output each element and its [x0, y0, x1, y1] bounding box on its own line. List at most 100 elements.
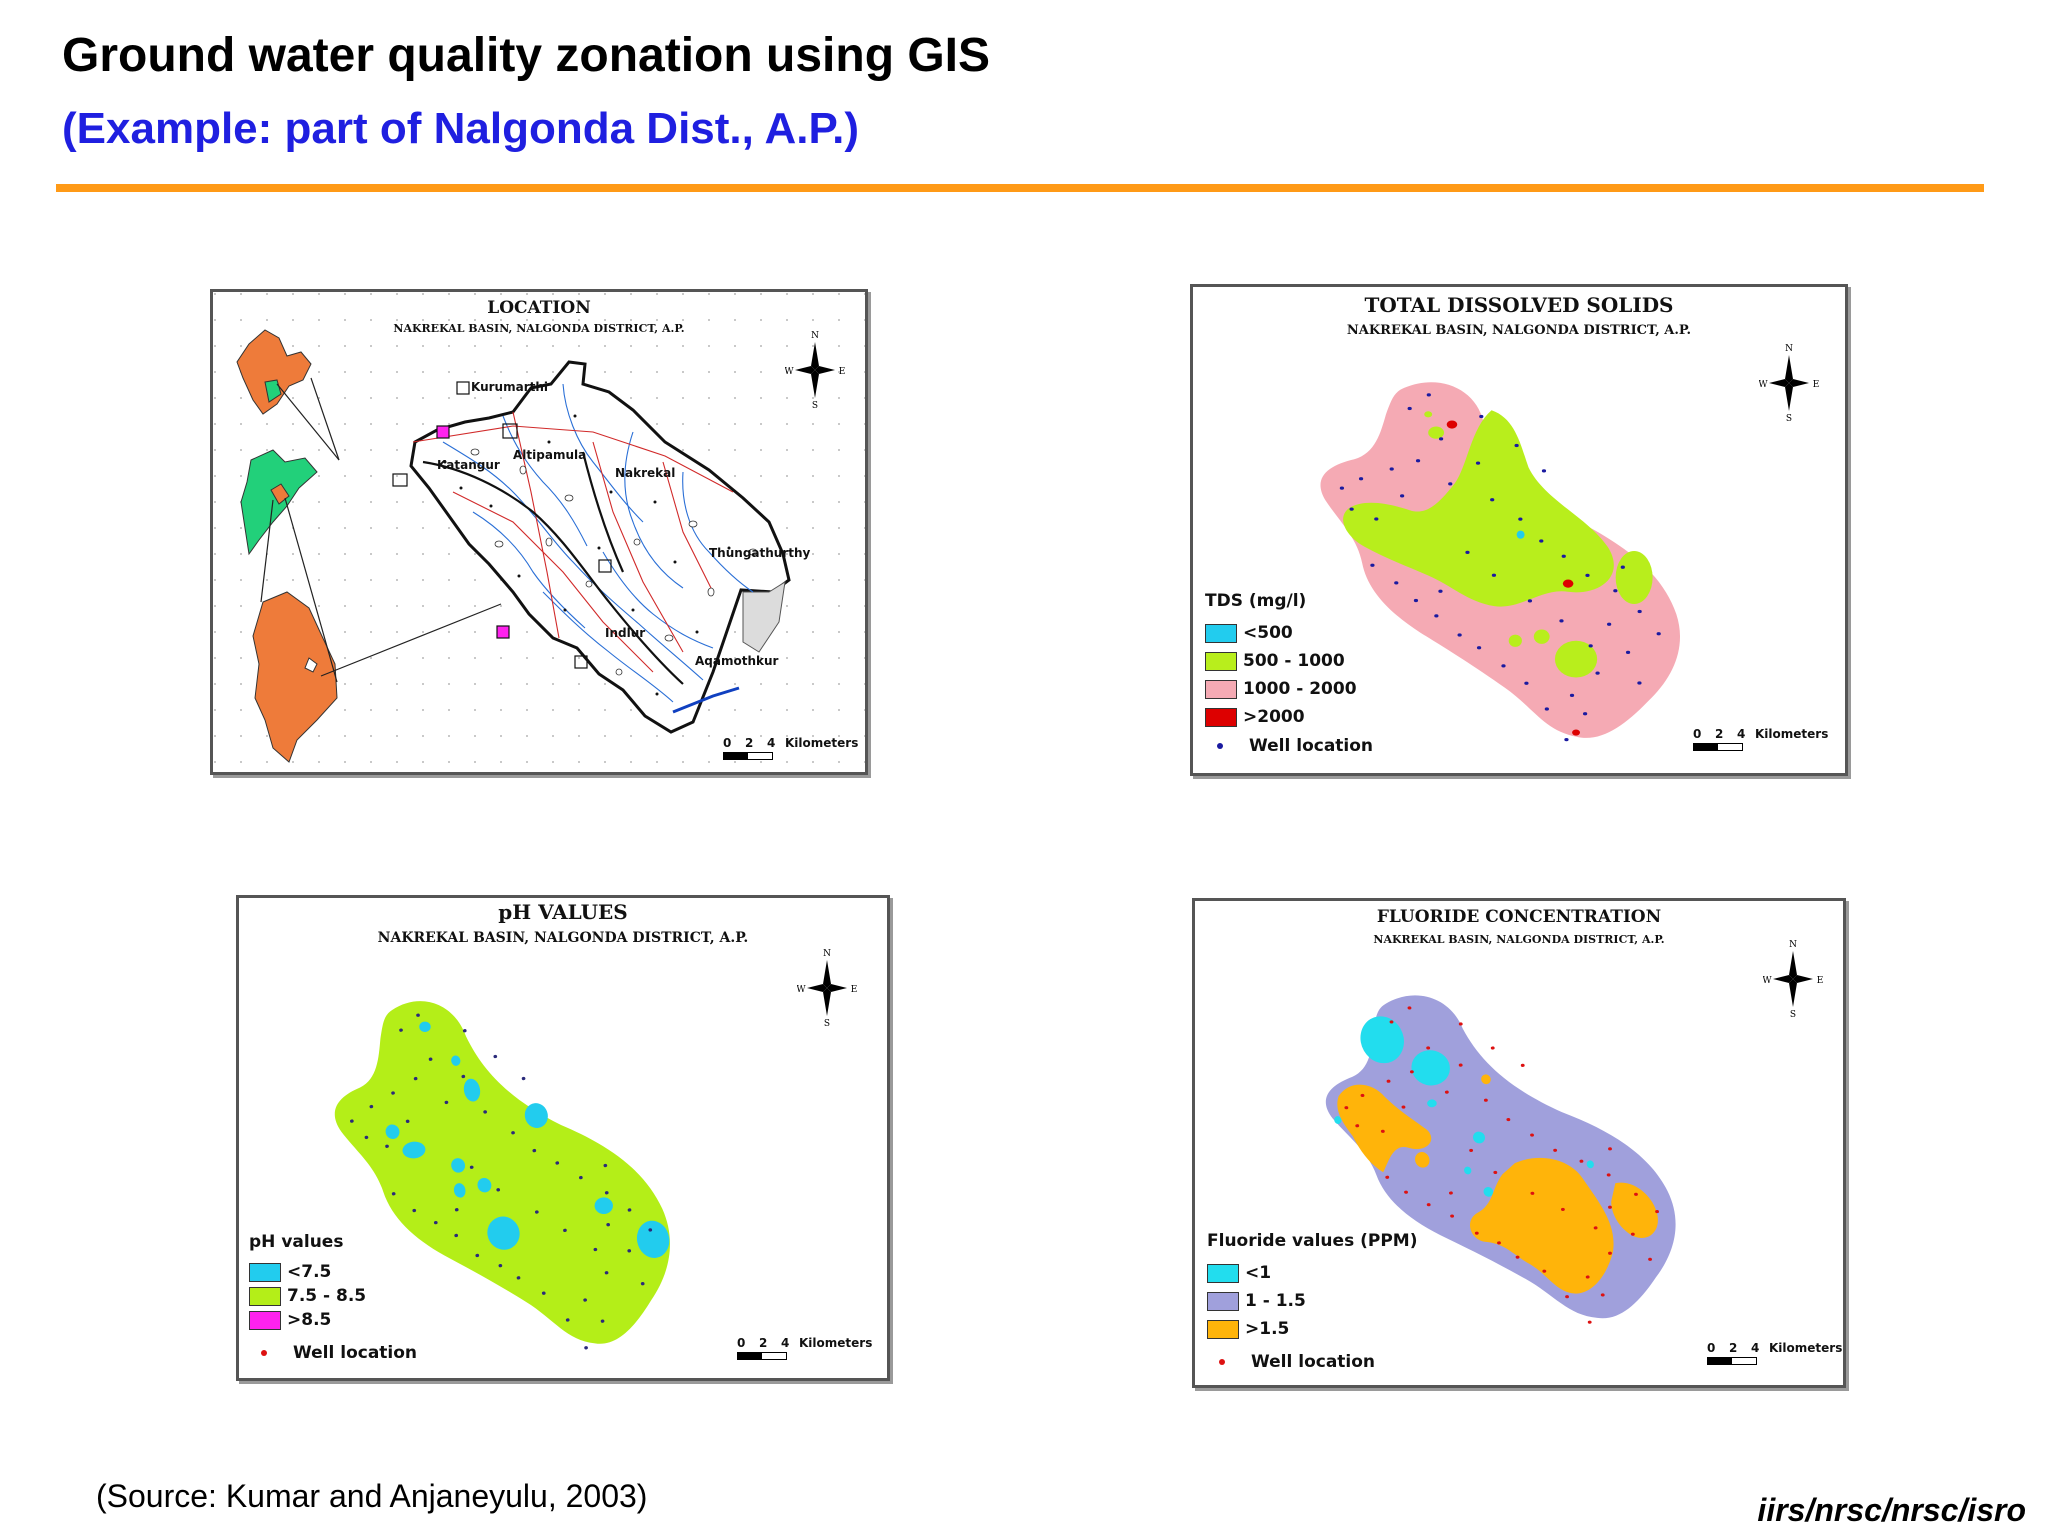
well-marker — [1458, 1022, 1463, 1026]
well-marker — [1413, 598, 1419, 603]
well-marker — [511, 1131, 515, 1135]
legend-swatch — [1205, 707, 1237, 727]
well-marker — [604, 1191, 609, 1195]
legend-item: <500 — [1205, 619, 1373, 647]
footer-credit: iirs/nrsc/nrsc/isro — [1757, 1492, 2026, 1528]
well-marker — [1620, 565, 1625, 569]
well-marker — [1465, 550, 1470, 555]
well-marker — [1426, 393, 1431, 397]
well-marker — [541, 1291, 546, 1295]
tds-legend: TDS (mg/l) <500 500 - 1000 1000 - 2000 >… — [1205, 591, 1373, 761]
well-marker — [1389, 1020, 1394, 1024]
scale-unit: Kilometers — [1755, 727, 1829, 741]
well-marker — [369, 1104, 374, 1109]
well-marker — [1608, 1251, 1612, 1255]
well-marker — [1606, 1173, 1611, 1177]
well-marker — [516, 1276, 521, 1280]
well-marker — [416, 1013, 420, 1017]
well-dot — [1219, 1359, 1225, 1365]
legend-swatch — [1205, 679, 1237, 699]
well-marker — [565, 1318, 570, 1322]
well-marker — [1469, 1148, 1474, 1152]
svg-text:E: E — [1817, 976, 1823, 986]
legend-item: 7.5 - 8.5 — [249, 1284, 417, 1308]
well-marker — [1648, 1257, 1652, 1261]
tds-panel-title: TOTAL DISSOLVED SOLIDS — [1364, 293, 1674, 317]
legend-swatch — [1207, 1291, 1239, 1311]
well-marker — [1582, 712, 1588, 716]
well-marker — [627, 1249, 632, 1253]
well-marker — [1593, 1226, 1598, 1230]
well-marker — [350, 1119, 354, 1123]
well-marker — [1476, 646, 1482, 650]
north-arrow-icon: N S W E — [784, 330, 845, 415]
scale-tick: 4 — [1751, 1341, 1760, 1355]
tds-map-panel: TOTAL DISSOLVED SOLIDS NAKREKAL BASIN, N… — [1190, 284, 1848, 776]
well-marker — [1539, 539, 1544, 543]
well-marker — [1401, 1105, 1406, 1109]
svg-text:S: S — [1786, 414, 1792, 423]
legend-label: <1 — [1245, 1263, 1272, 1283]
ph-map-panel: pH VALUES NAKREKAL BASIN, NALGONDA DISTR… — [236, 895, 890, 1381]
well-marker — [1474, 1231, 1479, 1235]
ph-basin-map — [318, 974, 685, 1373]
place-label-katangur: Katangur — [437, 458, 500, 472]
well-marker — [1358, 477, 1364, 481]
slide-subtitle: (Example: part of Nalgonda Dist., A.P.) — [62, 104, 860, 153]
well-marker — [1339, 486, 1345, 490]
well-marker — [1637, 681, 1642, 685]
well-marker — [1344, 1106, 1349, 1110]
well-marker — [600, 1319, 605, 1323]
well-marker — [1497, 1241, 1501, 1245]
well-marker — [364, 1135, 369, 1140]
well-marker — [521, 1076, 526, 1081]
well-marker — [475, 1253, 480, 1258]
well-marker — [1569, 693, 1575, 697]
legend-swatch — [1205, 651, 1237, 671]
scale-tick: 4 — [781, 1336, 790, 1350]
place-label-nakrekal: Nakrekal — [615, 466, 676, 480]
legend-label: Well location — [1249, 736, 1374, 756]
well-marker — [1514, 443, 1519, 448]
ph-panel-subtitle: NAKREKAL BASIN, NALGONDA DISTRICT, A.P. — [377, 930, 749, 946]
well-marker — [1400, 494, 1405, 498]
scale-bar: 0 2 4 Kilometers — [723, 736, 858, 760]
well-marker — [496, 1188, 501, 1192]
well-marker — [1374, 517, 1379, 521]
well-marker — [1501, 664, 1506, 668]
well-marker — [1585, 1275, 1590, 1279]
well-marker — [640, 1282, 645, 1286]
well-marker — [1490, 1046, 1495, 1050]
legend-label: >8.5 — [287, 1310, 332, 1330]
well-marker — [1355, 1124, 1360, 1128]
legend-label: 1 - 1.5 — [1245, 1291, 1306, 1311]
scale-tick: 0 — [1707, 1341, 1716, 1355]
north-arrow-icon: N S W E — [796, 948, 857, 1033]
well-marker — [399, 1028, 403, 1032]
legend-item: <1 — [1207, 1259, 1417, 1287]
well-marker — [1448, 482, 1453, 486]
place-label-altipamula: Altipamula — [513, 448, 587, 462]
scale-bar: 0 2 4 Kilometers — [1707, 1341, 1842, 1365]
well-marker — [391, 1192, 396, 1196]
scale-tick: 4 — [767, 736, 776, 750]
svg-text:S: S — [812, 401, 818, 410]
well-marker — [1607, 622, 1612, 626]
well-marker — [1349, 507, 1354, 511]
nakrekal-basin-map — [392, 360, 791, 734]
well-marker — [1587, 1320, 1592, 1324]
well-marker — [413, 1076, 418, 1081]
district-outline — [252, 591, 338, 763]
well-marker — [1438, 437, 1444, 441]
well-marker — [1457, 633, 1462, 637]
well-marker — [1585, 573, 1590, 578]
legend-item: >2000 — [1205, 703, 1373, 731]
well-marker — [1527, 599, 1533, 603]
legend-swatch — [249, 1286, 281, 1306]
well-marker — [461, 1074, 466, 1079]
well-marker — [1656, 632, 1661, 636]
well-marker — [1559, 619, 1564, 623]
